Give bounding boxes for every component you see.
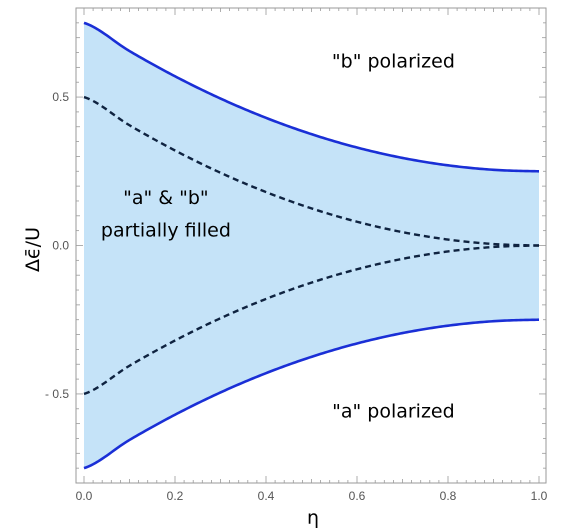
y-tick-label: 0.0 [52,239,69,253]
x-tick-label: 0.6 [349,489,366,503]
y-tick-label: 0.5 [52,90,69,104]
annotation-3: "a" polarized [332,401,455,423]
x-tick-label: 0.4 [258,489,275,503]
filled-region [84,22,539,469]
series-lines [83,21,540,470]
x-tick-label: 0.0 [76,489,93,503]
series-line-upper-boundary [83,21,540,173]
series-line-upper-inner [83,95,540,247]
x-axis-label: η [307,507,319,529]
y-tick-label: - 0.5 [45,387,69,401]
annotation-1: "a" & "b" [123,187,209,209]
annotation-0: "b" polarized [332,50,455,72]
axis-ticks [76,7,546,484]
y-axis-label: Δϵ̄/U [22,227,44,272]
x-tick-label: 0.8 [440,489,457,503]
annotation-2: partially filled [101,220,231,242]
band-fill [84,22,539,469]
x-tick-label: 1.0 [531,489,548,503]
annotations: "b" polarized "a" & "b" partially filled "a… [101,50,455,422]
tick-labels: 0.0 0.2 0.4 0.6 0.8 1.0 - 0.5 0.0 0.5 [45,90,548,503]
x-tick-label: 0.2 [167,489,184,503]
series-line-lower-boundary [83,318,540,470]
series-line-lower-inner [83,244,540,396]
